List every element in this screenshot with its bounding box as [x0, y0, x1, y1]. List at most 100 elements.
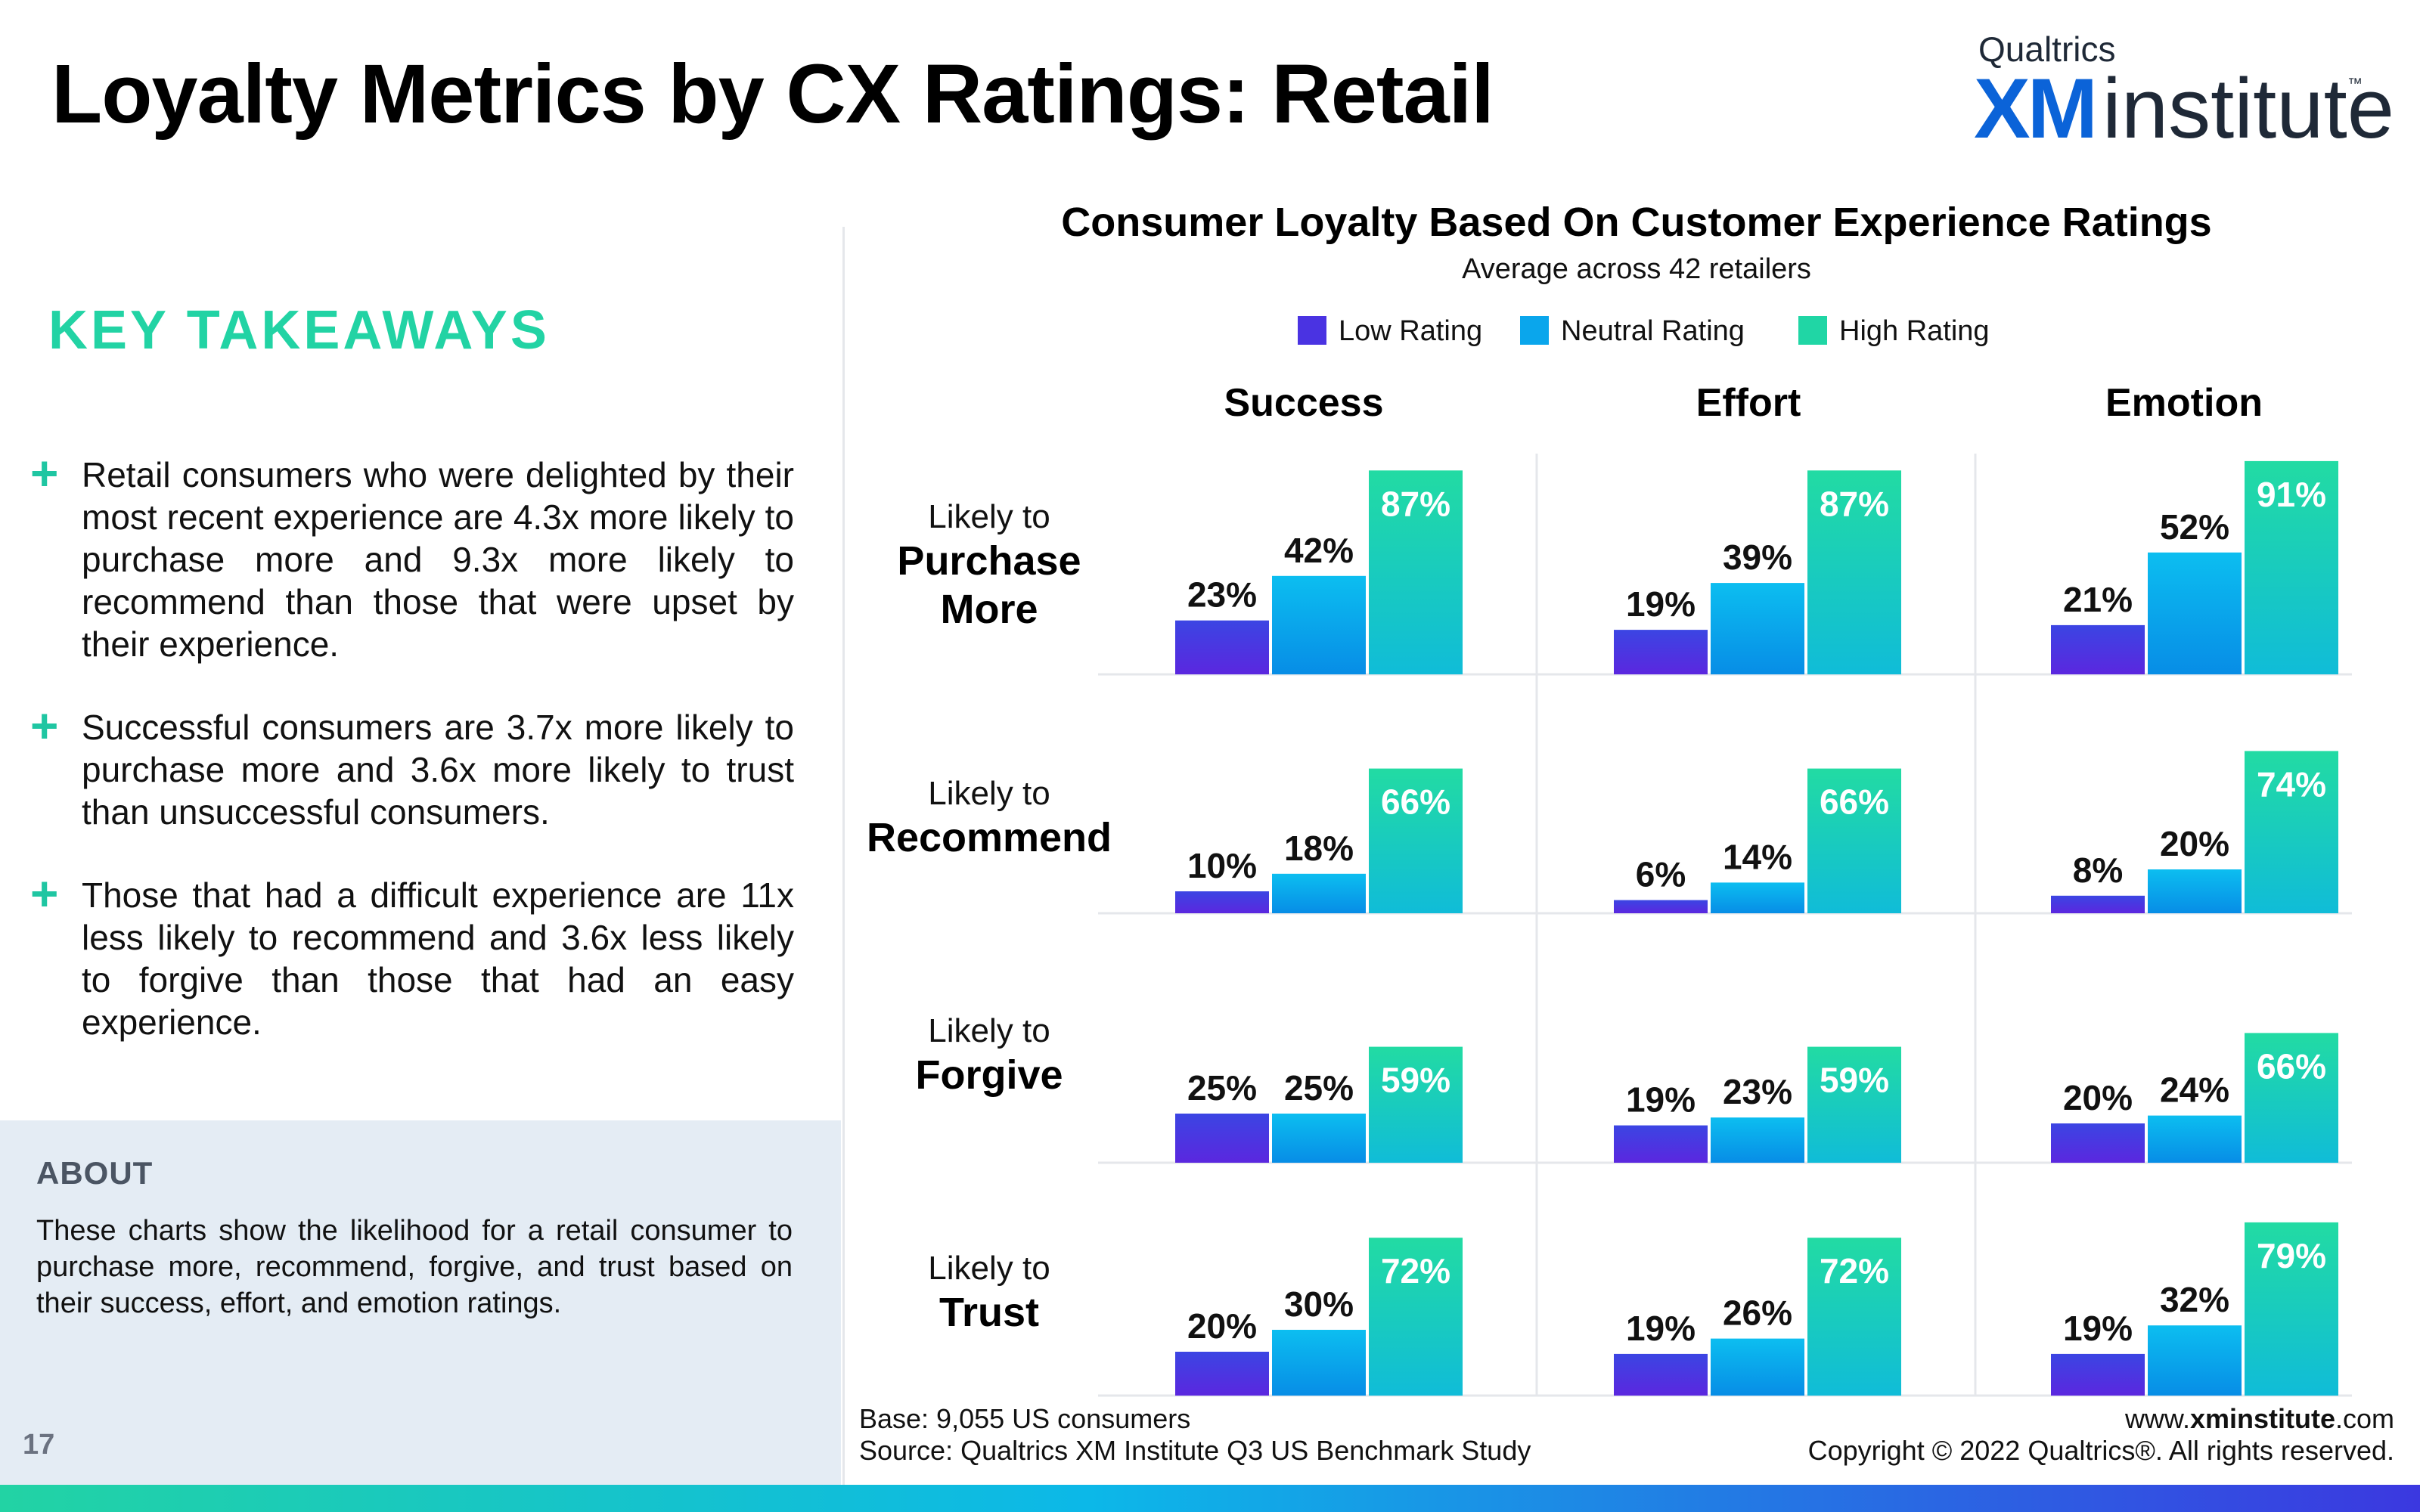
bar-neutral	[2148, 552, 2242, 674]
bar-low	[1614, 900, 1708, 913]
takeaway-item: + Those that had a difficult experience …	[30, 869, 794, 1043]
bar-neutral	[1711, 1338, 1804, 1396]
bar-low	[2051, 895, 2145, 913]
bar-value-label: 25%	[1187, 1068, 1257, 1108]
bar-low	[1614, 1353, 1708, 1396]
row-label-prefix: Likely to	[928, 498, 1050, 535]
bar-value-label: 66%	[2257, 1046, 2326, 1086]
bar-value-label: 26%	[1723, 1294, 1792, 1333]
bar-neutral	[1272, 873, 1366, 913]
bar-neutral	[2148, 869, 2242, 913]
bar-high	[2245, 751, 2338, 913]
bar-value-label: 19%	[1626, 1080, 1696, 1120]
bar-low	[1175, 620, 1269, 674]
page-number: 17	[23, 1429, 55, 1461]
row-label-prefix: Likely to	[928, 1012, 1050, 1049]
key-takeaways-title: KEY TAKEAWAYS	[48, 300, 550, 361]
bar-value-label: 8%	[2073, 850, 2123, 890]
bar-value-label: 19%	[2063, 1309, 2133, 1348]
bar-value-label: 25%	[1284, 1068, 1354, 1108]
chart-legend: Low Rating Neutral Rating High Rating	[1298, 315, 1990, 347]
legend-swatch-neutral	[1520, 316, 1549, 345]
logo-word: institute	[2102, 61, 2394, 156]
bar-value-label: 87%	[1381, 484, 1450, 523]
page-title: Loyalty Metrics by CX Ratings: Retail	[51, 48, 1494, 141]
bar-value-label: 72%	[1381, 1251, 1450, 1290]
bar-neutral	[1711, 583, 1804, 674]
takeaway-text: Retail consumers who were delighted by t…	[82, 455, 794, 664]
bar-value-label: 6%	[1636, 855, 1686, 894]
row-label-name: Forgive	[915, 1052, 1063, 1098]
legend-label-neutral: Neutral Rating	[1561, 315, 1745, 347]
bar-value-label: 42%	[1284, 531, 1354, 570]
bar-value-label: 14%	[1723, 837, 1792, 876]
bar-value-label: 91%	[2257, 475, 2326, 514]
bar-value-label: 30%	[1284, 1284, 1354, 1324]
bar-value-label: 72%	[1820, 1251, 1889, 1290]
chart-bars: 23% 42% 87% 19% 39% 87% 21% 52% 91% 10% 18% 66% 6% 14…	[1175, 460, 2338, 1396]
bar-value-label: 21%	[2063, 580, 2133, 619]
bar-neutral	[2148, 1325, 2242, 1396]
bar-value-label: 32%	[2160, 1280, 2229, 1319]
website-link[interactable]: www.xminstitute.com	[2124, 1403, 2394, 1434]
bar-value-label: 23%	[1187, 575, 1257, 615]
column-header-emotion: Emotion	[2105, 381, 2263, 425]
bar-value-label: 23%	[1723, 1072, 1792, 1111]
bar-high	[2245, 1033, 2338, 1163]
bar-high	[1369, 1046, 1463, 1163]
bar-high	[2245, 1222, 2338, 1396]
legend-swatch-low	[1298, 316, 1326, 345]
bar-high	[1807, 1238, 1901, 1396]
bar-low	[1614, 630, 1708, 674]
bar-value-label: 20%	[2160, 824, 2229, 863]
bar-value-label: 39%	[1723, 538, 1792, 577]
bar-value-label: 66%	[1820, 782, 1889, 822]
takeaway-text: Successful consumers are 3.7x more likel…	[82, 708, 794, 832]
chart-title: Consumer Loyalty Based On Customer Exper…	[1061, 200, 2211, 245]
base-note: Base: 9,055 US consumers	[859, 1403, 1191, 1434]
bar-low	[2051, 624, 2145, 674]
bar-neutral	[1272, 1330, 1366, 1396]
bar-value-label: 18%	[1284, 829, 1354, 868]
bar-high	[1369, 1238, 1463, 1396]
row-label-prefix: Likely to	[928, 1250, 1050, 1287]
logo-mark: XM	[1974, 61, 2098, 156]
plus-icon: +	[30, 866, 59, 921]
bar-value-label: 24%	[2160, 1070, 2229, 1110]
footer-copyright: www.xminstitute.com Copyright © 2022 Qua…	[1808, 1403, 2394, 1467]
source-note: Source: Qualtrics XM Institute Q3 US Ben…	[859, 1435, 1531, 1466]
takeaway-item: + Successful consumers are 3.7x more lik…	[30, 702, 794, 833]
bar-value-label: 59%	[1381, 1061, 1450, 1100]
row-label-prefix: Likely to	[928, 775, 1050, 812]
bar-low	[2051, 1353, 2145, 1396]
bar-value-label: 10%	[1187, 846, 1257, 885]
bar-low	[2051, 1123, 2145, 1163]
logo-company: Qualtrics	[1978, 29, 2116, 69]
row-label-name: Trust	[939, 1290, 1039, 1335]
bar-value-label: 52%	[2160, 507, 2229, 547]
legend-label-high: High Rating	[1839, 315, 1990, 347]
bar-low	[1175, 1352, 1269, 1396]
row-label-name: Recommend	[867, 815, 1112, 860]
about-text: These charts show the likelihood for a r…	[36, 1215, 793, 1319]
bar-neutral	[1711, 882, 1804, 913]
bar-high	[2245, 460, 2338, 674]
legend-swatch-high	[1798, 316, 1827, 345]
row-label-name: Purchase	[897, 538, 1081, 584]
bar-low	[1614, 1125, 1708, 1163]
bar-value-label: 19%	[1626, 584, 1696, 624]
bar-value-label: 20%	[2063, 1078, 2133, 1117]
copyright-text: Copyright © 2022 Qualtrics®. All rights …	[1807, 1435, 2394, 1466]
bar-neutral	[1272, 575, 1366, 674]
bar-value-label: 19%	[1626, 1309, 1696, 1348]
logo-trademark: ™	[2347, 76, 2363, 92]
bar-low	[1175, 891, 1269, 913]
takeaway-item: + Retail consumers who were delighted by…	[30, 449, 794, 665]
xm-institute-logo: Qualtrics XM institute ™	[1974, 29, 2394, 156]
plus-icon: +	[30, 699, 59, 753]
bar-neutral	[1272, 1114, 1366, 1163]
bar-high	[1369, 470, 1463, 674]
bar-neutral	[2148, 1115, 2242, 1163]
